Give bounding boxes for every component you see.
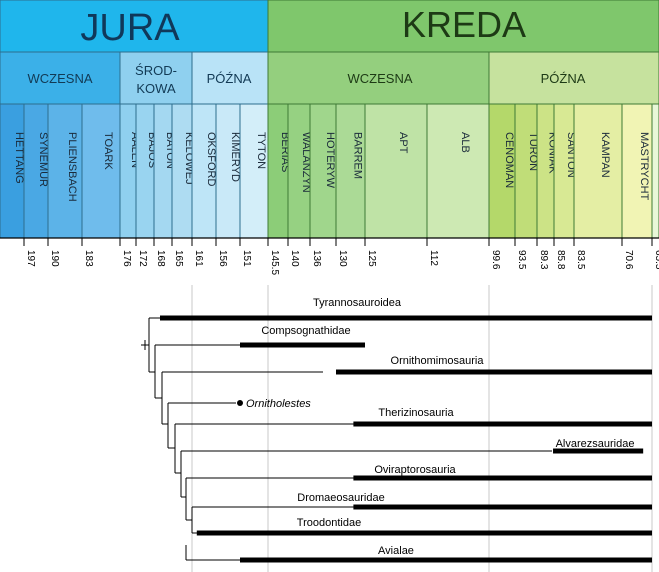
age-label: 83.5 <box>575 250 586 270</box>
epoch-jura-pozna-label: PÓŹNA <box>207 71 252 86</box>
stage-label: TOARK <box>102 132 114 170</box>
taxon-label: Therizinosauria <box>378 407 454 419</box>
stage-band <box>0 103 25 239</box>
age-label: 130 <box>337 250 348 267</box>
age-label: 65.5 <box>653 250 659 270</box>
stage-band <box>153 103 173 239</box>
clade-tree <box>141 285 653 572</box>
stage-label: APT <box>397 132 409 154</box>
taxon-label: Dromaeosauridae <box>297 492 384 504</box>
stage-band <box>364 103 428 239</box>
age-label: 197 <box>25 250 36 267</box>
stage-band-edge <box>651 103 659 239</box>
taxon-label: Compsognathidae <box>261 325 350 337</box>
age-label: 125 <box>366 250 377 267</box>
stage-band <box>426 103 490 239</box>
epoch-kreda-wczesna-label: WCZESNA <box>348 71 413 86</box>
stage-label: ALB <box>459 132 471 153</box>
taxon-label: Tyrannosauroidea <box>313 297 402 309</box>
stage-label: TURON <box>527 132 539 171</box>
taxon-label: Ornithomimosauria <box>391 355 485 367</box>
epoch-jura-srodkowa-label-2: KOWA <box>136 81 176 96</box>
period-jura-band <box>0 0 269 53</box>
epoch-jura-wczesna-label: WCZESNA <box>28 71 93 86</box>
age-label: 140 <box>289 250 300 267</box>
age-label: 156 <box>217 250 228 267</box>
taxon-occurrence-dot <box>237 400 243 406</box>
epoch-jura-srodkowa-label-1: ŚROD- <box>135 63 177 78</box>
age-label: 151 <box>241 250 252 267</box>
epoch-row: WCZESNA ŚROD- KOWA PÓŹNA WCZESNA PÓŹNA <box>0 51 659 105</box>
age-label: 161 <box>193 250 204 267</box>
age-label: 136 <box>311 250 322 267</box>
stage-band <box>23 103 49 239</box>
age-label: 70.6 <box>623 250 634 270</box>
age-label: 168 <box>155 250 166 267</box>
taxon-label: Ornitholestes <box>246 398 311 410</box>
stage-label: MASTRYCHT <box>638 132 650 201</box>
stage-label: CENOMAN <box>503 132 515 188</box>
stage-label: KAMPAN <box>599 132 611 178</box>
age-ticks: 197 190 183 176 172 168 165 161 156 151 145.5 140 13… <box>23 238 659 275</box>
taxon-label: Oviraptorosauria <box>374 464 456 476</box>
taxon-label: Troodontidae <box>297 517 361 529</box>
stage-band <box>119 103 137 239</box>
stage-band <box>488 103 516 239</box>
age-label: 112 <box>428 250 439 266</box>
age-label: 99.6 <box>490 250 501 270</box>
stage-label: BARREM <box>352 132 364 179</box>
stage-band <box>81 103 121 239</box>
taxa: Tyrannosauroidea Compsognathidae Ornithomi… <box>160 297 652 563</box>
stage-label: OKSFORD <box>205 132 217 186</box>
stage-band <box>573 103 623 239</box>
age-label: 89.3 <box>538 250 549 270</box>
stage-band <box>215 103 241 239</box>
age-label: 172 <box>137 250 148 267</box>
period-row: JURA KREDA <box>0 0 659 53</box>
epoch-kreda-pozna-band <box>488 51 659 105</box>
stage-band <box>135 103 155 239</box>
epoch-jura-srodkowa-band <box>119 51 193 105</box>
stage-label: TYTON <box>255 132 267 169</box>
stage-label: HOTERYW <box>324 132 336 189</box>
age-label: 190 <box>49 250 60 267</box>
taxon-label: Alvarezsauridae <box>556 438 635 450</box>
stage-band <box>239 103 269 239</box>
stage-band <box>309 103 337 239</box>
age-label: 85.8 <box>555 250 566 270</box>
age-label: 176 <box>121 250 132 267</box>
stage-label: KIMERYD <box>229 132 241 182</box>
age-label: 145.5 <box>269 250 280 275</box>
age-label: 183 <box>83 250 94 267</box>
age-label: 165 <box>173 250 184 267</box>
epoch-jura-pozna-band <box>191 51 269 105</box>
period-kreda-label: KREDA <box>402 4 526 45</box>
stage-label: PLIENSBACH <box>66 132 78 202</box>
stage-band <box>335 103 366 239</box>
stage-label: HETTANG <box>13 132 25 184</box>
epoch-kreda-pozna-label: PÓŹNA <box>541 71 586 86</box>
period-jura-label: JURA <box>80 7 180 49</box>
taxon-label: Avialae <box>378 545 414 557</box>
epoch-kreda-wczesna-band <box>267 51 490 105</box>
age-label: 93.5 <box>516 250 527 270</box>
stage-label: SYNEMUR <box>37 132 49 187</box>
period-kreda-band <box>267 0 659 53</box>
stage-row: HETTANG SYNEMUR PLIENSBACH TOARK AALEN BAJOS B… <box>0 103 659 239</box>
